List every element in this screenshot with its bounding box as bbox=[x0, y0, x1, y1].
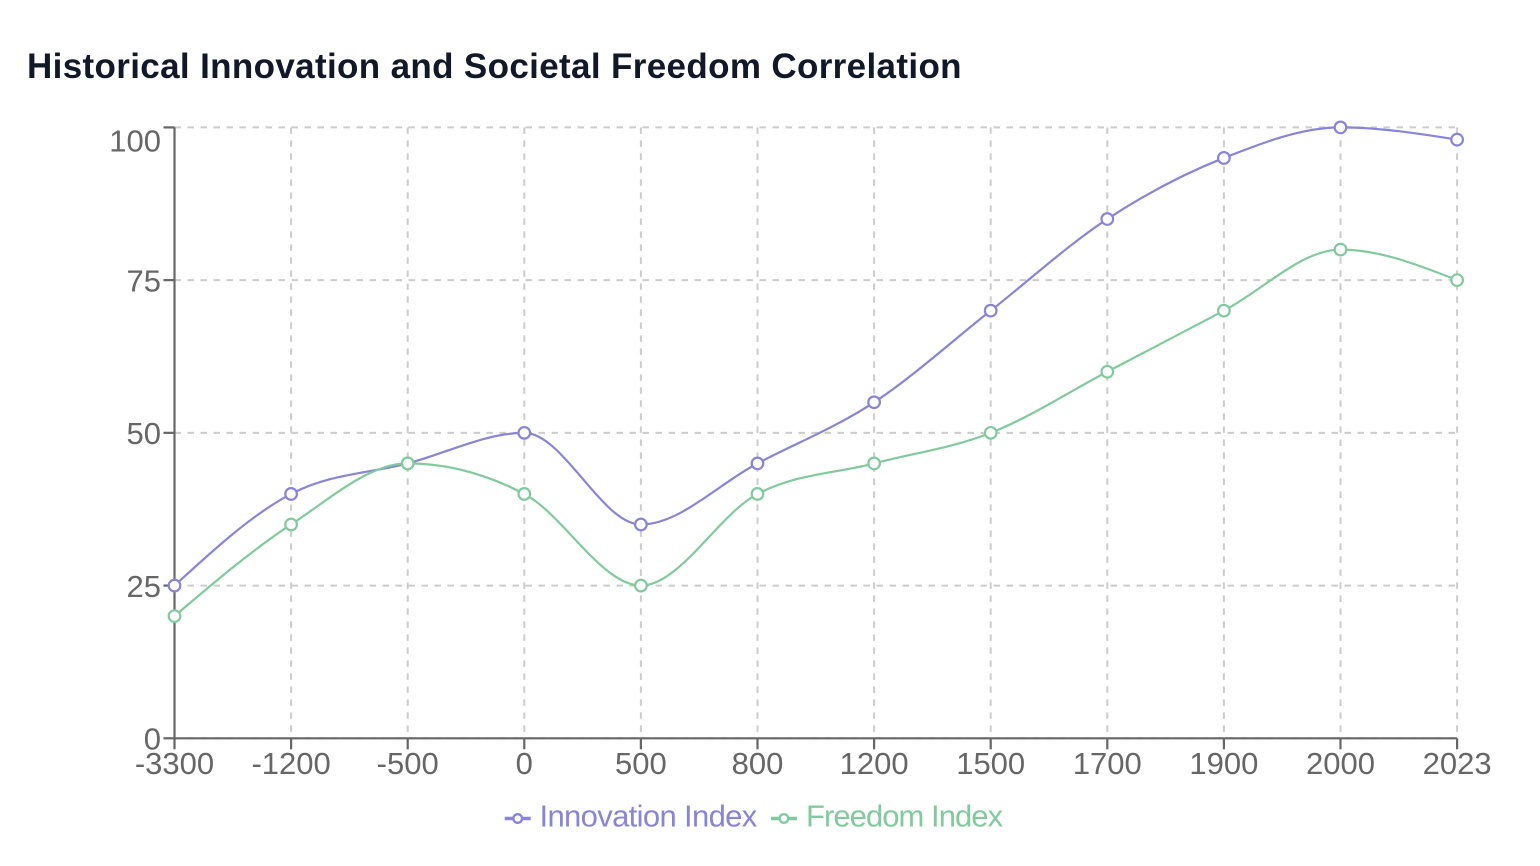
svg-text:Innovation Index: Innovation Index bbox=[540, 799, 758, 834]
svg-text:0: 0 bbox=[144, 722, 161, 757]
svg-text:25: 25 bbox=[127, 569, 161, 604]
svg-text:-500: -500 bbox=[377, 746, 439, 781]
svg-text:Historical Innovation and Soci: Historical Innovation and Societal Freed… bbox=[27, 47, 962, 86]
svg-text:800: 800 bbox=[732, 746, 784, 781]
svg-text:0: 0 bbox=[516, 746, 533, 781]
svg-text:2023: 2023 bbox=[1423, 746, 1492, 781]
svg-text:50: 50 bbox=[127, 416, 161, 451]
svg-text:75: 75 bbox=[127, 263, 161, 298]
svg-text:-3300: -3300 bbox=[135, 746, 214, 781]
svg-text:500: 500 bbox=[615, 746, 667, 781]
svg-text:-1200: -1200 bbox=[251, 746, 330, 781]
svg-text:1200: 1200 bbox=[840, 746, 909, 781]
svg-text:2000: 2000 bbox=[1306, 746, 1375, 781]
svg-text:Freedom Index: Freedom Index bbox=[806, 799, 1004, 834]
svg-text:1700: 1700 bbox=[1073, 746, 1142, 781]
svg-text:1900: 1900 bbox=[1189, 746, 1258, 781]
svg-text:1500: 1500 bbox=[956, 746, 1025, 781]
svg-text:100: 100 bbox=[109, 124, 161, 159]
